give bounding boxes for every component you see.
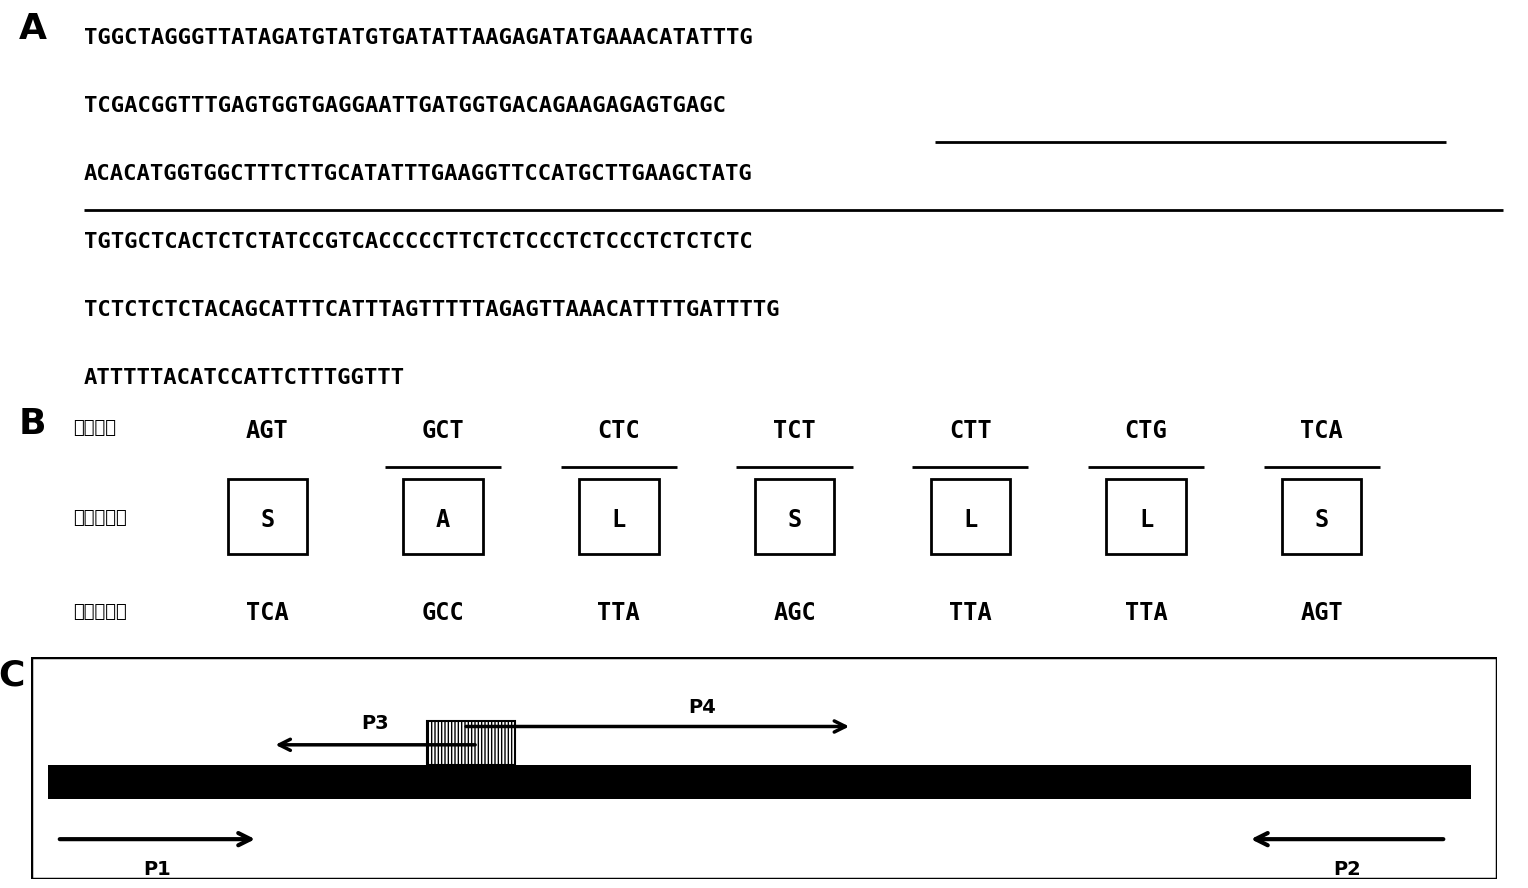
Text: L: L bbox=[963, 508, 978, 532]
Text: AGC: AGC bbox=[773, 601, 816, 625]
Text: P3: P3 bbox=[362, 714, 390, 733]
Text: TCT: TCT bbox=[773, 419, 816, 443]
Bar bbox=[403, 480, 483, 554]
Text: P1: P1 bbox=[144, 860, 171, 879]
Bar bbox=[931, 480, 1010, 554]
Text: TGTGCTCACTCTCTATCCGTCACCCCCTTCTCTCCCTCTCCCTCTCTCTC: TGTGCTCACTCTCTATCCGTCACCCCCTTCTCTCCCTCTC… bbox=[84, 232, 753, 252]
Text: AGT: AGT bbox=[1300, 601, 1343, 625]
Text: TTA: TTA bbox=[1125, 601, 1167, 625]
Bar bbox=[49, 765, 1471, 798]
Text: TCA: TCA bbox=[1300, 419, 1343, 443]
Text: TCGACGGTTTGAGTGGTGAGGAATTGATGGTGACAGAAGAGAGTGAGC: TCGACGGTTTGAGTGGTGAGGAATTGATGGTGACAGAAGA… bbox=[84, 96, 726, 116]
Text: ACACATGGTGGCTTTCTTGCATATTTGAAGGTTCCATGCTTGAAGCTATG: ACACATGGTGGCTTTCTTGCATATTTGAAGGTTCCATGCT… bbox=[84, 163, 753, 184]
Bar bbox=[755, 480, 834, 554]
Bar bbox=[228, 480, 307, 554]
Text: ATTTTTACATCCATTCTTTGGTTT: ATTTTTACATCCATTCTTTGGTTT bbox=[84, 368, 405, 388]
Text: A: A bbox=[435, 508, 451, 532]
Text: 突变后序列: 突变后序列 bbox=[73, 604, 127, 622]
Bar bbox=[579, 480, 659, 554]
Text: L: L bbox=[1138, 508, 1154, 532]
Text: P4: P4 bbox=[688, 697, 715, 717]
Text: TCTCTCTCTACAGCATTTCATTTAGTTTTTAGAGTTAAACATTTTGATTTTG: TCTCTCTCTACAGCATTTCATTTAGTTTTTAGAGTTAAAC… bbox=[84, 300, 779, 320]
Text: P2: P2 bbox=[1334, 860, 1361, 879]
Text: A: A bbox=[18, 12, 46, 46]
Text: CTG: CTG bbox=[1125, 419, 1167, 443]
Text: GCC: GCC bbox=[422, 601, 465, 625]
Text: CTT: CTT bbox=[949, 419, 992, 443]
Text: CTC: CTC bbox=[597, 419, 640, 443]
Text: TTA: TTA bbox=[949, 601, 992, 625]
Text: TGGCTAGGGTTATAGATGTATGTGATATTAAGAGATATGAAACATATTTG: TGGCTAGGGTTATAGATGTATGTGATATTAAGAGATATGA… bbox=[84, 28, 753, 48]
Text: 原始序列: 原始序列 bbox=[73, 419, 116, 438]
Text: 氨基酸序列: 氨基酸序列 bbox=[73, 509, 127, 527]
Text: AGT: AGT bbox=[246, 419, 289, 443]
Text: TTA: TTA bbox=[597, 601, 640, 625]
Text: C: C bbox=[0, 658, 24, 693]
Text: L: L bbox=[611, 508, 626, 532]
Text: S: S bbox=[1314, 508, 1329, 532]
Text: B: B bbox=[18, 407, 46, 441]
Bar bbox=[426, 721, 515, 765]
Text: S: S bbox=[260, 508, 275, 532]
Text: S: S bbox=[787, 508, 802, 532]
Text: GCT: GCT bbox=[422, 419, 465, 443]
Text: TCA: TCA bbox=[246, 601, 289, 625]
Bar bbox=[1282, 480, 1361, 554]
Bar bbox=[1106, 480, 1186, 554]
